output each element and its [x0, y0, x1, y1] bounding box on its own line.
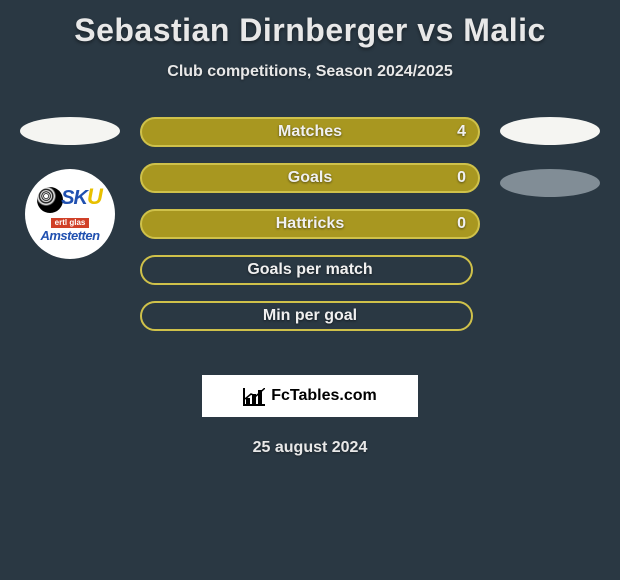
stat-label: Goals: [140, 163, 480, 193]
stat-row: Min per goal: [140, 301, 480, 331]
player-oval-right-2: [500, 169, 600, 197]
stat-row: Matches4: [140, 117, 480, 147]
stat-label: Hattricks: [140, 209, 480, 239]
player-oval-right-1: [500, 117, 600, 145]
club-badge-bottom: Amstetten: [37, 229, 103, 242]
right-player-column: [490, 117, 610, 221]
stat-value: 4: [457, 117, 466, 147]
bar-chart-icon: [243, 386, 265, 406]
page-title: Sebastian Dirnberger vs Malic: [0, 0, 620, 49]
stat-row: Hattricks0: [140, 209, 480, 239]
stat-value: 0: [457, 209, 466, 239]
brand-box: FcTables.com: [202, 375, 418, 417]
player-oval-left: [20, 117, 120, 145]
stat-value: 0: [457, 163, 466, 193]
club-badge-topline: SKU: [37, 186, 103, 213]
stat-row: Goals0: [140, 163, 480, 193]
trend-line-icon: [245, 388, 265, 400]
stat-label: Goals per match: [140, 255, 480, 285]
comparison-area: SKU ertl glas Amstetten Matches4Goals0Ha…: [0, 117, 620, 357]
left-player-column: SKU ertl glas Amstetten: [10, 117, 130, 259]
stat-row: Goals per match: [140, 255, 480, 285]
date-label: 25 august 2024: [0, 439, 620, 457]
soccer-ball-icon: [37, 187, 63, 213]
stat-label: Min per goal: [140, 301, 480, 331]
stat-bars: Matches4Goals0Hattricks0Goals per matchM…: [140, 117, 480, 331]
subtitle: Club competitions, Season 2024/2025: [0, 63, 620, 81]
club-badge-tag: ertl glas: [51, 218, 90, 228]
brand-text: FcTables.com: [271, 387, 377, 405]
stat-label: Matches: [140, 117, 480, 147]
club-badge-left: SKU ertl glas Amstetten: [25, 169, 115, 259]
